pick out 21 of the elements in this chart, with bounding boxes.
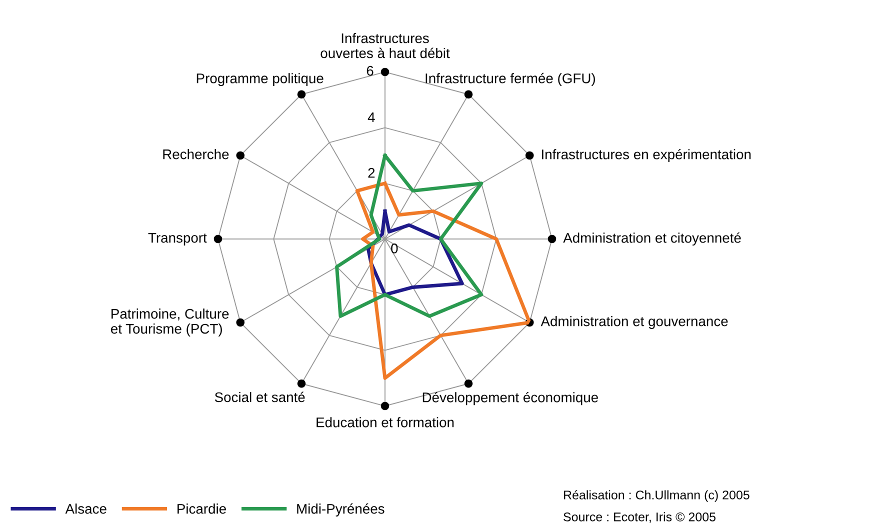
y-tick-label: 0 <box>391 244 398 254</box>
spoke-label: Infrastructures ouvertes à haut débit <box>320 32 450 58</box>
spoke-label: Infrastructure fermée (GFU) <box>426 72 595 86</box>
spoke-label: Social et santé <box>214 392 305 402</box>
y-tick-label: 4 <box>368 112 375 122</box>
legend-label: Alsace <box>65 504 106 514</box>
source-note: Source : Ecoter, Iris © 2005 <box>564 512 716 523</box>
y-tick-label: 6 <box>366 66 374 76</box>
y-tick-label: 2 <box>368 168 375 178</box>
spoke-label: Programme politique <box>196 73 324 86</box>
spoke-label: Patrimoine, Culture et Tourisme (PCT) <box>110 308 229 336</box>
spoke-label: Infrastructures en expérimentation <box>542 148 751 162</box>
legend-label: Picardie <box>178 504 226 514</box>
spoke-label: Recherche <box>163 149 229 160</box>
spoke-label: Administration et gouvernance <box>540 316 728 329</box>
spoke-label: Education et formation <box>316 417 454 428</box>
legend-label: Midi-Pyrénées <box>297 503 384 516</box>
spoke-label: Transport <box>148 233 207 246</box>
text: Réalisation : Ch.Ullmann (c) 2005 <box>564 490 750 502</box>
spoke-label: Développement économique <box>422 392 598 406</box>
spoke-label: Administration et citoyenneté <box>563 232 741 246</box>
